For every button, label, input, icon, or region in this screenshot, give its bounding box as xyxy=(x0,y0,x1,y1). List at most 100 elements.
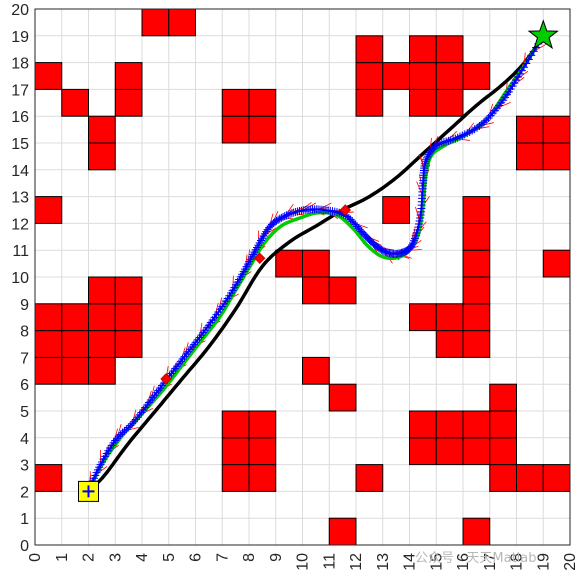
obstacle-cell xyxy=(409,88,437,117)
heading-arrow xyxy=(268,213,274,228)
heading-arrow xyxy=(353,222,368,229)
y-tick-label: 3 xyxy=(20,458,29,475)
obstacle-cell xyxy=(168,8,196,37)
trajectory-point xyxy=(291,208,300,217)
obstacle-cell xyxy=(489,464,517,492)
obstacle-cell xyxy=(61,88,89,117)
x-tick-label: 2 xyxy=(81,553,98,562)
trajectory-point xyxy=(280,212,289,221)
key-point-marker xyxy=(160,373,172,385)
obstacle-cell xyxy=(114,330,143,358)
trajectory-point xyxy=(275,214,284,223)
x-tick-label: 5 xyxy=(161,553,178,562)
y-tick-label: 12 xyxy=(11,216,29,233)
obstacle-cell xyxy=(409,35,437,64)
x-tick-label: 14 xyxy=(402,553,419,571)
trajectory-point xyxy=(118,428,127,437)
y-tick-label: 14 xyxy=(11,163,29,180)
trajectory-point xyxy=(408,240,417,249)
trajectory-point xyxy=(120,426,129,435)
trajectory-point xyxy=(423,152,432,161)
obstacle-cell xyxy=(34,196,63,224)
y-tick-label: 2 xyxy=(20,484,29,501)
obstacle-cell xyxy=(542,249,571,278)
trajectory-point xyxy=(114,432,123,441)
y-tick-label: 5 xyxy=(20,404,29,421)
start-goal-markers xyxy=(78,19,559,502)
x-tick-label: 7 xyxy=(214,553,231,562)
obstacle-cell xyxy=(409,410,437,439)
trajectory-point xyxy=(407,242,416,251)
obstacle-cell xyxy=(542,142,571,171)
trajectory-point xyxy=(272,216,281,225)
trajectory-point xyxy=(274,215,283,224)
trajectory-point xyxy=(433,140,442,149)
obstacle-cell xyxy=(382,62,410,90)
x-tick-label: 6 xyxy=(188,553,205,562)
x-tick-label: 3 xyxy=(107,553,124,562)
y-tick-label: 9 xyxy=(20,297,29,314)
x-tick-labels: 0 1 2 3 4 5 6 7 8 9 10 11 12 13 14 15 16 17 18 19 20 xyxy=(27,553,579,571)
trajectory-point xyxy=(122,425,131,434)
obstacle-cell xyxy=(462,437,491,466)
y-tick-label: 18 xyxy=(11,56,29,73)
trajectory-point xyxy=(116,430,125,439)
goal-marker xyxy=(527,19,559,50)
obstacle-cell xyxy=(328,517,357,546)
y-tick-label: 13 xyxy=(11,190,29,207)
y-tick-label: 0 xyxy=(20,538,29,555)
obstacle-cell xyxy=(88,356,116,385)
y-tick-label: 10 xyxy=(11,270,29,287)
y-tick-label: 17 xyxy=(11,82,29,99)
trajectory-point xyxy=(423,153,432,162)
y-tick-label: 7 xyxy=(20,350,29,367)
x-tick-label: 9 xyxy=(268,553,285,562)
smooth-path xyxy=(86,34,545,493)
key-point-marker xyxy=(339,204,352,216)
x-tick-label: 15 xyxy=(428,553,445,571)
key-point-marker xyxy=(253,252,266,264)
obstacle-cell xyxy=(61,303,89,332)
obstacle-cell xyxy=(114,303,143,332)
y-tick-label: 15 xyxy=(11,136,29,153)
obstacle-cell xyxy=(88,115,116,144)
obstacle-cell xyxy=(302,249,330,278)
trajectory-point xyxy=(527,51,536,60)
obstacle-cell xyxy=(114,62,143,90)
trajectory-point xyxy=(515,69,524,78)
obstacle-cell xyxy=(409,62,437,90)
obstacle-cell xyxy=(221,437,250,466)
trajectory-point xyxy=(346,215,355,224)
y-tick-label: 16 xyxy=(11,109,29,126)
trajectory-point xyxy=(128,419,137,428)
heading-arrow xyxy=(415,206,421,222)
x-tick-label: 17 xyxy=(482,553,499,571)
trajectory-point xyxy=(286,209,295,218)
obstacle-cell xyxy=(462,410,491,439)
plot-frame xyxy=(34,8,571,546)
obstacle-cell xyxy=(542,464,571,492)
trajectory-point xyxy=(420,159,429,168)
trajectory-point xyxy=(335,208,344,217)
y-tick-label: 20 xyxy=(11,2,29,19)
x-tick-label: 16 xyxy=(455,553,472,571)
obstacle-cell xyxy=(88,142,116,171)
trajectory-point xyxy=(432,141,441,150)
x-tick-label: 13 xyxy=(375,553,392,571)
trajectory-point xyxy=(524,55,533,64)
y-tick-label: 6 xyxy=(20,377,29,394)
obstacle-cell xyxy=(516,464,544,492)
obstacle-cell xyxy=(61,356,89,385)
obstacle-cell xyxy=(435,88,464,117)
obstacle-cell xyxy=(302,276,330,305)
obstacle-cell xyxy=(328,383,357,412)
trajectory-point xyxy=(277,213,286,222)
obstacle-cell xyxy=(221,115,250,144)
start-cross xyxy=(82,485,95,498)
trajectory-point xyxy=(424,150,433,159)
obstacle-cell xyxy=(462,303,491,332)
obstacle-cell xyxy=(516,115,544,144)
trajectory-point xyxy=(260,229,269,238)
trajectory-point xyxy=(289,208,298,217)
